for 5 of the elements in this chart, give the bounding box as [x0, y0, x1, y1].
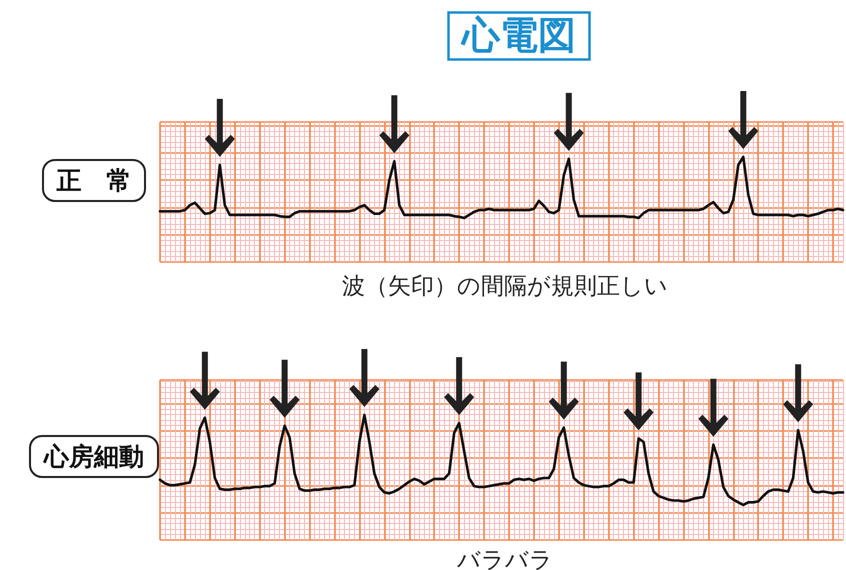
chart-title: 心電図	[460, 13, 576, 57]
text: バラバラ	[456, 548, 553, 570]
y-axis-title: 正 常	[56, 166, 132, 195]
text: 波（矢印）の間隔が規則正しい	[342, 274, 668, 300]
y-axis-title: 心房細動	[43, 442, 144, 471]
